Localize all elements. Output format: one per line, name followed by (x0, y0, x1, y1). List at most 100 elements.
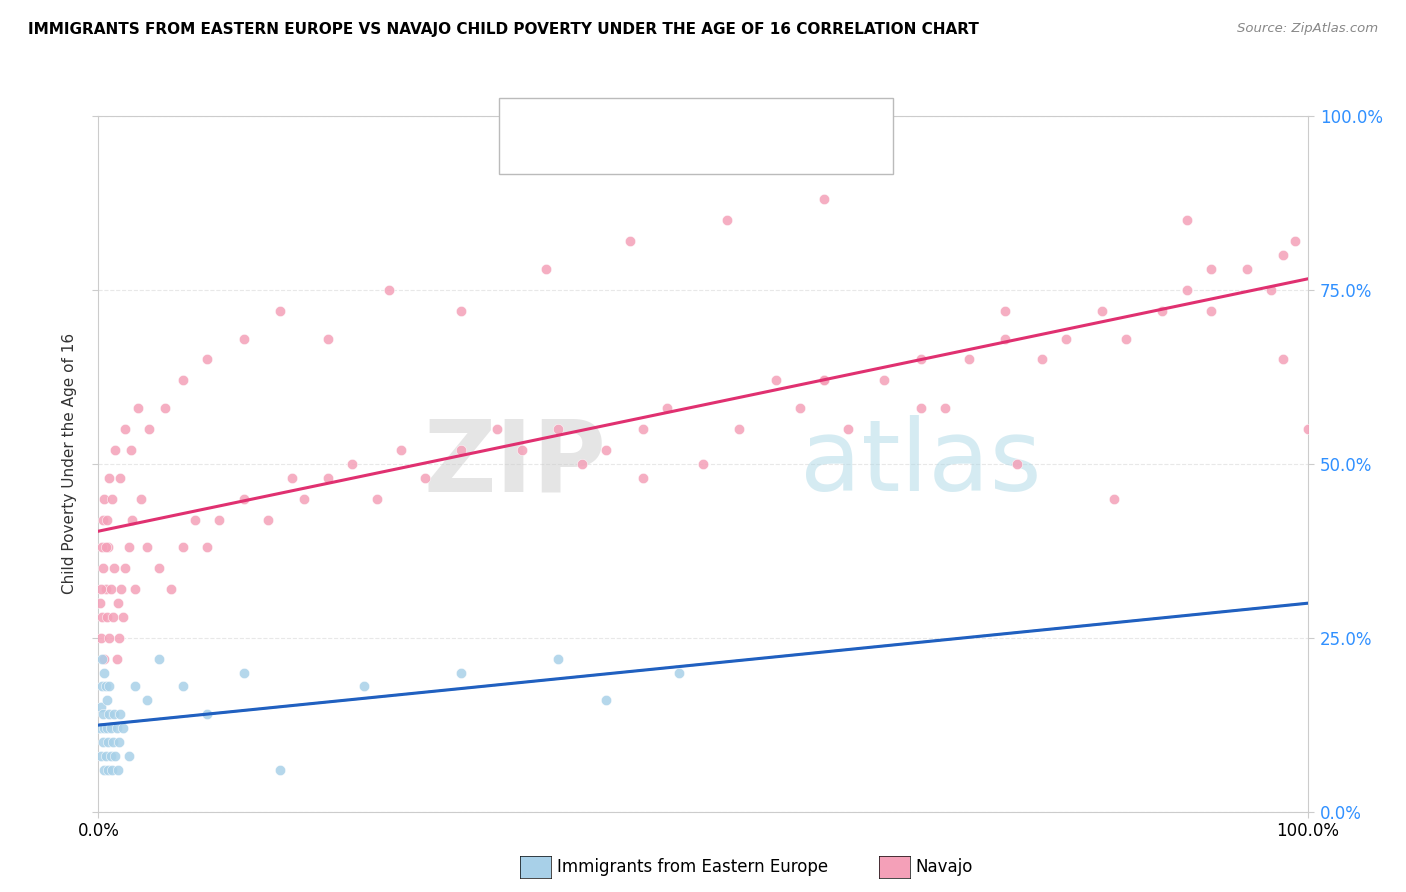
Point (813, 373, 835, 387)
Point (107, 596, 129, 610)
Point (96, 721, 118, 735)
Point (413, 471, 436, 485)
Point (98, 631, 121, 645)
Point (94, 680, 117, 694)
Point (124, 680, 146, 694)
Point (94, 749, 117, 764)
Text: IMMIGRANTS FROM EASTERN EUROPE VS NAVAJO CHILD POVERTY UNDER THE AGE OF 16 CORRE: IMMIGRANTS FROM EASTERN EUROPE VS NAVAJO… (28, 22, 979, 37)
Point (118, 541, 141, 555)
Point (91, 735, 114, 749)
Point (389, 442, 412, 457)
Point (595, 693, 617, 707)
Point (90, 749, 112, 764)
Text: N =: N = (675, 112, 711, 130)
Point (148, 651, 170, 665)
Point (114, 422, 136, 436)
Point (450, 303, 472, 318)
Point (96, 512, 118, 526)
Point (1272, 248, 1295, 262)
Point (232, 665, 254, 680)
Point (269, 303, 291, 318)
Point (153, 401, 176, 416)
Point (1031, 352, 1053, 367)
Point (232, 491, 254, 506)
Point (91, 610, 114, 624)
Point (101, 610, 124, 624)
Text: R =: R = (557, 112, 593, 130)
Point (127, 401, 149, 416)
Point (138, 422, 160, 436)
Point (91, 707, 114, 722)
Point (90, 582, 112, 596)
Point (1296, 422, 1319, 436)
Point (114, 561, 136, 575)
Point (91, 541, 114, 555)
Point (121, 512, 143, 526)
Point (195, 352, 218, 367)
Point (135, 693, 157, 707)
Point (547, 651, 569, 665)
Point (208, 512, 231, 526)
Point (1199, 303, 1222, 318)
Point (93, 721, 115, 735)
Point (101, 735, 124, 749)
Point (97, 763, 120, 777)
Point (910, 401, 932, 416)
Point (1054, 332, 1077, 346)
Text: ZIP: ZIP (423, 416, 606, 512)
Point (100, 491, 122, 506)
Point (1260, 283, 1282, 297)
Point (94, 582, 117, 596)
Point (105, 651, 128, 665)
Point (837, 422, 859, 436)
Point (110, 582, 132, 596)
Point (100, 749, 122, 764)
Point (1236, 262, 1258, 277)
Point (1284, 234, 1306, 248)
Point (316, 332, 339, 346)
Point (934, 401, 956, 416)
Point (534, 262, 557, 277)
Point (1007, 457, 1029, 471)
Point (450, 665, 472, 680)
Point (765, 373, 787, 387)
Point (160, 582, 183, 596)
Point (108, 631, 131, 645)
Point (232, 332, 254, 346)
Point (108, 471, 131, 485)
Point (90, 700, 112, 714)
Point (377, 283, 399, 297)
Point (619, 234, 641, 248)
Point (1199, 262, 1222, 277)
Point (93, 763, 115, 777)
Point (98, 707, 121, 722)
Point (353, 680, 375, 694)
Point (104, 749, 127, 764)
Point (172, 373, 194, 387)
Point (97, 541, 120, 555)
Point (1272, 352, 1295, 367)
Point (1102, 491, 1125, 506)
Point (172, 541, 194, 555)
Point (93, 651, 115, 665)
Text: Immigrants from Eastern Europe: Immigrants from Eastern Europe (557, 858, 828, 876)
Point (994, 303, 1017, 318)
Point (108, 707, 131, 722)
Point (195, 541, 218, 555)
Point (957, 352, 980, 367)
Point (631, 471, 654, 485)
Point (728, 422, 751, 436)
Text: 42: 42 (714, 112, 740, 130)
Point (93, 665, 115, 680)
Point (90, 631, 112, 645)
Point (813, 373, 835, 387)
Point (108, 735, 131, 749)
Point (813, 193, 835, 207)
Point (184, 512, 207, 526)
Point (668, 665, 690, 680)
Point (91, 680, 114, 694)
Point (450, 442, 472, 457)
Text: Navajo: Navajo (915, 858, 973, 876)
Point (281, 471, 304, 485)
Point (118, 749, 141, 764)
